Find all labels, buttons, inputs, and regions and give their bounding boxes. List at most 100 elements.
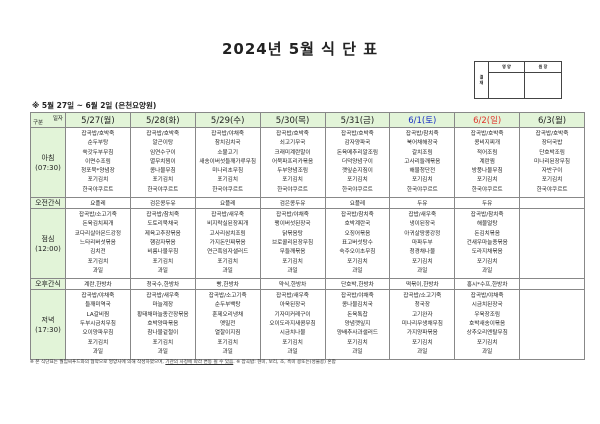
menu-item: 콩비지찌개 <box>474 140 501 147</box>
menu-item: 포기김치 <box>347 258 368 265</box>
menu-item: 포기김치 <box>152 177 174 184</box>
approval-sign-director <box>525 73 561 98</box>
menu-item: 잡곡밥/소고기죽 <box>78 212 117 219</box>
snack-cell: 검은콩두유 <box>259 197 326 210</box>
dinner-row: 저녁 (17:30) 잡곡밥/야채죽 들깨미역국 LA갈비찜 두부시금치무침 오이양파무침 포… <box>30 289 585 361</box>
menu-item: 콩나물무침 <box>149 168 176 175</box>
day-header: 6/2(일) <box>454 112 521 128</box>
menu-item: 과일 <box>482 267 493 274</box>
menu-item: 포기김치 <box>347 339 368 346</box>
menu-item: 포기김치 <box>347 177 368 184</box>
menu-item <box>520 267 584 276</box>
menu-item: 잡곡밥/새우죽 <box>146 293 180 300</box>
menu-item <box>520 239 584 248</box>
menu-item: 갈치조림 <box>412 149 433 156</box>
menu-item: 마늘계장 <box>152 302 174 309</box>
menu-item: 아욱된장국 <box>279 302 306 309</box>
meal-name: 아침 <box>41 153 55 162</box>
menu-item: 잡곡밥/야채죽 <box>470 293 504 300</box>
menu-item: 어묵파프리카볶음 <box>271 158 314 165</box>
menu-item: 과일 <box>417 267 428 274</box>
menu-item: 닭볶음탕 <box>282 230 303 237</box>
menu-item: 브로콜리된장무침 <box>271 239 314 246</box>
menu-item: 건새우마늘종볶음 <box>466 239 508 246</box>
menu-item: 과일 <box>222 348 233 355</box>
menu-cell: 잡곡밥/호박죽 감자양파국 돈육메추리알조림 더덕양념구이 깻잎순지짐이 포기김치 한국야쿠… <box>324 126 391 199</box>
menu-item: 코다리살아몬드강정 <box>74 230 122 237</box>
am_snack-row: 오전간식 요플레 검은콩두유 요플레 검은콩두유 요플레 두유 두유 <box>30 197 585 210</box>
menu-item: 과일 <box>417 348 428 355</box>
snack-cell: 요플레 <box>194 197 261 210</box>
menu-item: 고사리삼치조림 <box>209 230 246 237</box>
snack-cell: 두유 <box>454 197 521 210</box>
menu-item: 단호박조림 <box>539 149 565 156</box>
menu-item: 미나리초무침 <box>212 168 244 175</box>
menu-cell: 잡곡밥/참치죽 해물얼탕 돈김치볶음 건새우마늘종볶음 도라지채볶음 포기김치 과일 <box>454 208 521 280</box>
period-subtitle: ※ 5월 27일 ~ 6월 2일 (은천요양원) <box>32 101 157 110</box>
menu-item: 적어조림 <box>476 149 498 156</box>
menu-item: 포기김치 <box>87 339 109 346</box>
menu-item: 한국야쿠르트 <box>147 186 179 193</box>
meal-time: (12:00) <box>35 244 61 253</box>
footnote: ※ 본 식단표는 월임씨푸드와의 협약으로 영양사에 의해 작성하였으며, 기관… <box>30 359 336 365</box>
menu-item: 느타리버섯볶음 <box>79 239 116 246</box>
footnote-text: ※ 본 식단표는 월임씨푸드와의 협약으로 영양사에 의해 작성하였으며, <box>30 360 166 365</box>
menu-item: 포기김치 <box>541 177 563 184</box>
menu-cell: 잡곡밥/소고기죽 청국장 고기완자 미나리무생채무침 가지양파볶음 포기김치 과일 <box>389 289 456 361</box>
snack-cell: 요플레 <box>324 197 391 210</box>
pm_snack-row: 오후간식 계란,한방차 청국수,한방차 빵,한방차 약식,한방차 단호박,한방차 떡볶이,한… <box>30 278 585 291</box>
menu-item: 과일 <box>157 348 168 355</box>
menu-item: 한국야쿠르트 <box>341 186 373 193</box>
menu-item: 미나리무생채무침 <box>401 321 443 328</box>
menu-item: 포기김치 <box>412 339 433 346</box>
menu-item: 잡곡밥/참치죽 <box>470 212 504 219</box>
menu-cell: 잡곡밥/새우죽 마늘계장 황태채마늘종간장볶음 호박양파볶음 참나물겉절이 포기김치 과일 <box>129 289 196 361</box>
menu-item: 더덕양념구이 <box>341 158 373 165</box>
menu-item: 돈육메추리알조림 <box>336 149 379 156</box>
dinner-label: 저녁 (17:30) <box>30 289 66 361</box>
breakfast-label: 아침 (07:30) <box>30 126 66 199</box>
menu-item: 잡곡밥/호박죽 <box>535 131 569 137</box>
menu-item: 포기김치 <box>217 177 238 184</box>
menu-item: 한국야쿠르트 <box>277 186 308 193</box>
menu-item: 이면수조림 <box>85 158 111 165</box>
meal-time: (07:30) <box>35 163 61 172</box>
menu-item: 포기김치 <box>412 258 433 265</box>
menu-item: 옛밀전 <box>219 321 236 328</box>
menu-item: 아귀살땅콩강정 <box>404 230 441 237</box>
menu-cell <box>519 208 585 280</box>
menu-item: 잡곡밥/호박죽 <box>146 131 180 137</box>
menu-item: 돈육김치찌개 <box>82 221 114 228</box>
menu-item: 포기김치 <box>152 339 174 346</box>
menu-item: 잡밥/새우죽 <box>408 212 437 219</box>
corner-type-label: 구분 <box>33 120 44 126</box>
menu-item: 청국장 <box>414 302 431 309</box>
menu-item: 북어채해장국 <box>406 140 438 147</box>
menu-item: 포기김치 <box>217 258 238 265</box>
menu-item: 황태채마늘종간장볶음 <box>137 311 189 318</box>
menu-item: 양배추사과샐러드 <box>336 330 379 337</box>
menu-item: 과일 <box>92 267 104 274</box>
menu-item: 비름나물무침 <box>147 249 179 256</box>
menu-item: 잡곡밥/새우죽 <box>211 212 245 219</box>
menu-item: 청경채나물 <box>409 249 436 256</box>
pm_snack-label: 오후간식 <box>30 278 66 291</box>
breakfast-row: 아침 (07:30) 잡곡밥/호박죽 순두부탕 쑥갓두부무침 이면수조림 청포묵*양념장 포기… <box>30 126 585 199</box>
menu-item: 도라지채볶음 <box>471 249 503 256</box>
menu-item: 숙주오이초무침 <box>339 249 376 256</box>
menu-cell: 잡곡밥/호박죽 장터국밥 단호박조림 미나리된장무침 자반구이 포기김치 한국야쿠르트 <box>519 126 585 199</box>
menu-item: 잡곡밥/소고기죽 <box>403 293 442 300</box>
menu-item: 멸무치찜이 <box>149 158 176 165</box>
menu-item: 과일 <box>222 267 233 274</box>
menu-item: 잡곡밥/새우죽 <box>276 293 309 300</box>
menu-item: 한국야쿠르트 <box>406 186 438 193</box>
menu-item: 참치김치국 <box>214 140 241 147</box>
menu-cell: 잡곡밥/호박죽 콩비지찌개 적어조림 계란찜 방풍나물무침 포기김치 한국야쿠르트 <box>454 126 521 199</box>
lunch-row: 점심 (12:00) 잡곡밥/소고기죽 돈육김치찌개 코다리살아몬드강정 느타리버섯볶음 김… <box>30 208 585 280</box>
menu-item: 열잘이지짐 <box>214 330 241 337</box>
meal-name: 저녁 <box>41 315 55 324</box>
menu-item: 순두부탕 <box>87 140 109 147</box>
menu-item: 표고버섯탕수 <box>341 239 373 246</box>
menu-item: 포기김치 <box>152 258 174 265</box>
menu-item: 과일 <box>352 267 363 274</box>
